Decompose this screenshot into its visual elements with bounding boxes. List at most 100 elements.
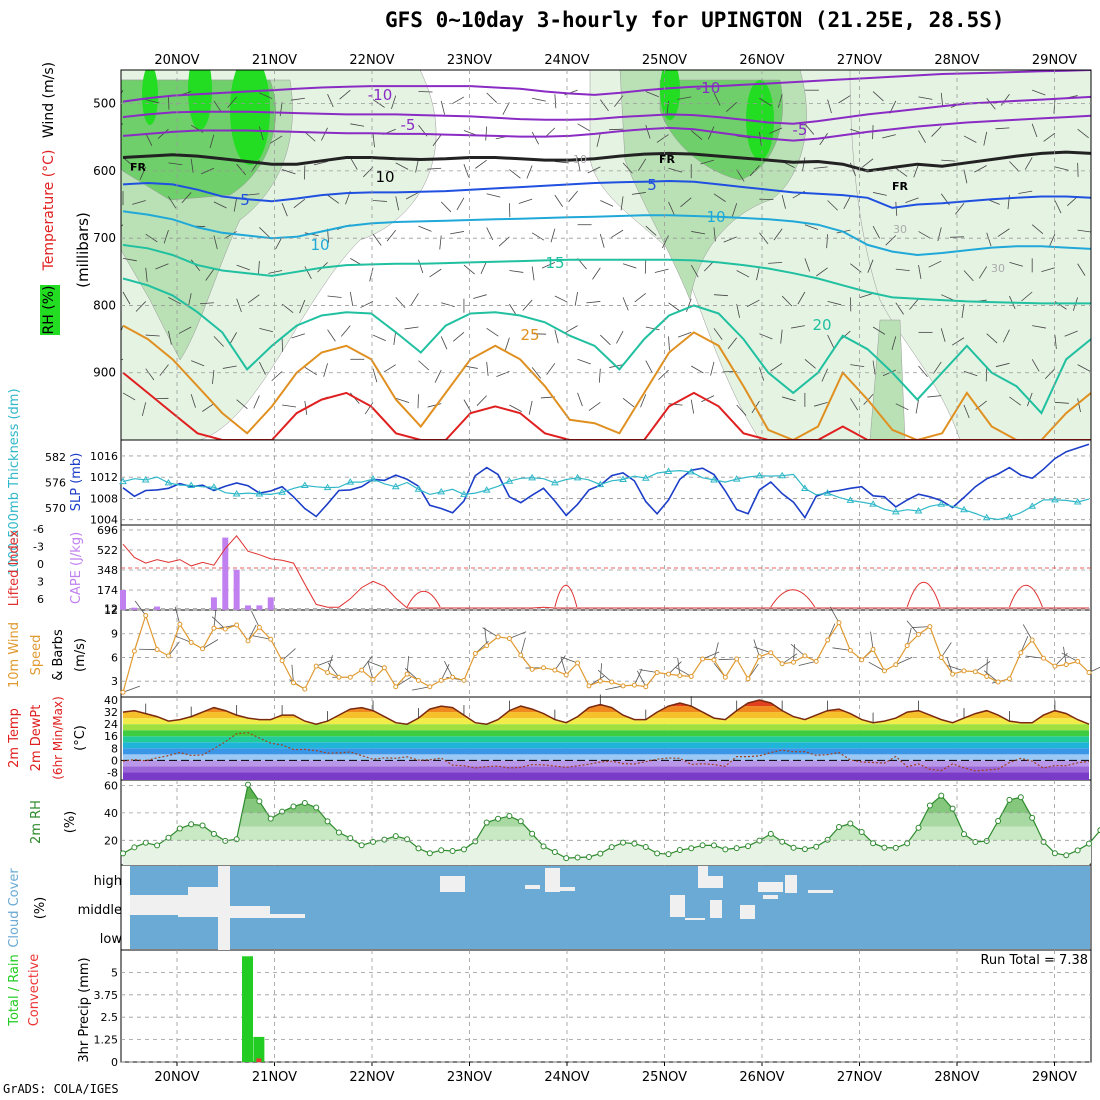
contour-label-7: 25 (520, 326, 539, 344)
temp-band-1 (123, 766, 1089, 773)
ua-ytick-700: 700 (93, 231, 116, 245)
x-label-top-0: 20NOV (154, 53, 199, 68)
wind-point-20 (347, 674, 353, 680)
li-tick-6: 6 (37, 593, 44, 606)
wind-point-84 (1075, 658, 1081, 664)
thickness-point-10 (232, 490, 241, 497)
cape-bar-1 (131, 607, 138, 610)
cloud-block-15 (740, 905, 755, 919)
rh-point-86 (1097, 827, 1100, 834)
wind-point-76 (984, 673, 990, 679)
temp-tick-40: 40 (104, 694, 118, 707)
rh-point-25 (404, 836, 411, 843)
rh-point-69 (904, 840, 911, 847)
rh-point-0 (120, 850, 126, 857)
temp-band-4 (123, 748, 1089, 755)
contour-label-9: -5 (793, 121, 808, 139)
rh-point-48 (665, 851, 672, 858)
rh-point-45 (631, 840, 638, 847)
slp-tick-1012: 1012 (90, 471, 118, 484)
wind-point-57 (768, 650, 774, 656)
rh-point-8 (210, 830, 217, 837)
ua-ytick-900: 900 (93, 366, 116, 380)
temp-tick-0: 0 (111, 754, 118, 767)
rh-point-26 (415, 845, 422, 852)
wind-point-26 (415, 677, 421, 683)
thickness-point-6 (187, 481, 196, 488)
chart-title: GFS 0~10day 3-hourly for UPINGTON (21.25… (385, 8, 1005, 32)
rh-point-78 (1006, 796, 1013, 803)
rh-point-27 (426, 850, 433, 857)
temp-tick-24: 24 (104, 718, 118, 731)
cape-bar-11 (245, 605, 252, 610)
rh-point-59 (790, 844, 797, 851)
wind-point-69 (904, 643, 910, 649)
rh-bands (123, 784, 1091, 865)
cloud-block-11 (685, 918, 705, 920)
isotherm--5 (122, 95, 1091, 125)
cloud-ylabel-1: Cloud Cover (7, 868, 22, 948)
wind-point-27 (427, 684, 433, 690)
temp-tick-16: 16 (104, 730, 118, 743)
thickness-point-76 (982, 513, 991, 521)
temp-tick--8: -8 (107, 766, 118, 779)
wind-point-23 (381, 665, 387, 671)
thickness-point-66 (869, 500, 877, 507)
rh-point-73 (949, 805, 956, 812)
thickness-point-38 (550, 478, 559, 486)
cape-tick-12: 12 (104, 603, 118, 616)
thickness-point-20 (346, 478, 355, 485)
wind-point-62 (825, 637, 831, 643)
precip-bar-12 (253, 1036, 265, 1062)
x-label-top-9: 29NOV (1032, 53, 1077, 68)
thickness-point-74 (960, 505, 968, 513)
thickness-point-78 (1005, 512, 1014, 520)
thickness-point-2 (141, 475, 150, 483)
li-tick-0: 0 (37, 558, 44, 571)
precip-ylabel-total: Total / Rain (7, 954, 22, 1027)
precip-ylabel-mm: 3hr Precip (mm) (77, 957, 92, 1062)
rh-point-14 (279, 808, 286, 815)
li-tick--3: -3 (33, 541, 44, 554)
isotherm--10 (122, 70, 1091, 103)
conv-bar-12 (256, 1058, 262, 1062)
wind-point-71 (927, 624, 933, 630)
contour-label-12: 10 (706, 208, 725, 226)
cape-ylabel: CAPE (J/kg) (69, 532, 84, 604)
rh-area-7 (869, 319, 906, 440)
contour-label-14: 10 (375, 168, 394, 186)
panel-frame-3 (120, 609, 1092, 698)
upper-wind-barbs (121, 89, 1091, 419)
isotherm-5 (122, 179, 1091, 209)
wind-point-63 (836, 620, 842, 626)
wind-point-59 (791, 659, 797, 665)
thickness-point-24 (391, 482, 400, 490)
rh-high-0 (188, 70, 212, 130)
rh-band-1 (123, 826, 1091, 841)
thickness-point-32 (482, 486, 491, 493)
rh-point-9 (222, 837, 229, 844)
wind-point-56 (756, 654, 762, 660)
rh-point-68 (892, 844, 899, 851)
rh-band-2 (123, 812, 1091, 827)
x-label-top-3: 23NOV (447, 53, 492, 68)
wind-point-32 (484, 643, 490, 649)
rh-point-12 (256, 798, 263, 805)
wind-point-38 (552, 667, 558, 673)
wind-point-24 (393, 684, 399, 690)
cloud-block-0 (130, 895, 178, 915)
thickness-point-62 (823, 489, 832, 496)
rh-point-17 (313, 804, 320, 811)
wind-point-11 (245, 638, 251, 644)
rh-point-18 (324, 818, 331, 825)
wind-point-43 (609, 679, 615, 685)
temp-band-5 (123, 742, 1089, 749)
rh-point-39 (563, 855, 570, 862)
x-label-top-5: 25NOV (642, 53, 687, 68)
cloud-block-4 (230, 906, 270, 918)
ua-ylabel-wind: Wind (m/s) (41, 62, 57, 138)
thickness-point-82 (1051, 495, 1059, 503)
rh-point-44 (620, 839, 627, 846)
wind-point-3 (154, 647, 160, 653)
thickness-point-42 (596, 480, 605, 488)
